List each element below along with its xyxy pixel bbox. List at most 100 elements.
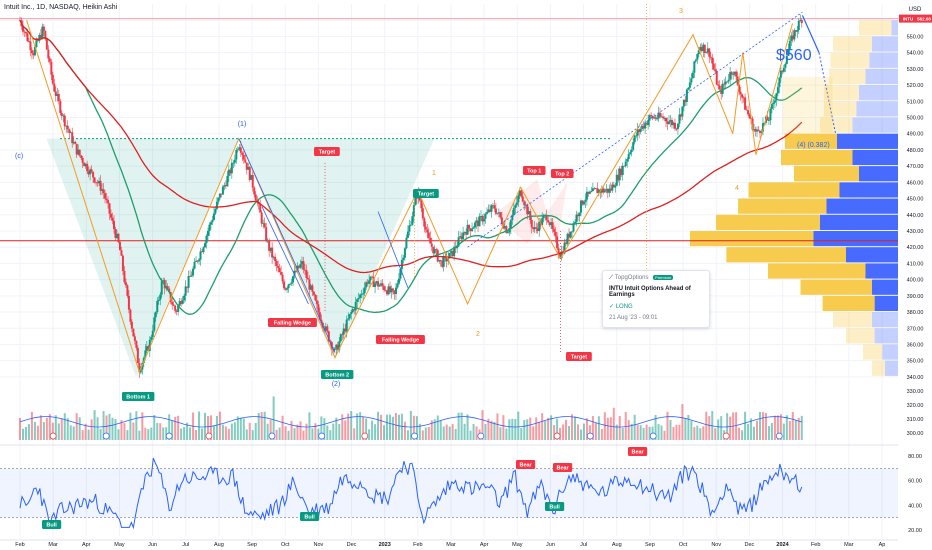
volume-bar: [415, 416, 418, 440]
candle-body: [739, 91, 742, 95]
candle-body: [56, 94, 59, 96]
candle-body: [218, 193, 221, 198]
candle-body: [112, 220, 115, 230]
volume-bar: [320, 416, 323, 440]
candle-body: [53, 83, 56, 92]
candle-body: [712, 63, 715, 70]
vp-bar-up: [833, 312, 872, 328]
volume-bar: [565, 419, 568, 440]
candle-body: [427, 232, 430, 238]
candle-body: [230, 162, 233, 174]
rsi-line: [19, 457, 803, 530]
candle-body: [144, 350, 147, 358]
candle-body: [244, 159, 247, 163]
candle-body: [529, 211, 532, 221]
volume-tick: 300.00: [907, 431, 924, 437]
candle-body: [254, 194, 257, 201]
vp-bar-up: [823, 85, 859, 101]
time-tick: Jun: [546, 542, 555, 548]
candle-body: [201, 251, 204, 253]
volume-bar: [397, 414, 400, 440]
candle-body: [670, 120, 673, 126]
volume-bar: [350, 411, 353, 440]
volume-bar: [144, 427, 147, 440]
volume-bar: [386, 414, 389, 440]
candle-body: [339, 334, 342, 342]
candle-body: [499, 212, 502, 218]
volume-bar: [78, 417, 81, 440]
volume-bar: [735, 412, 738, 440]
candle-body: [411, 216, 414, 225]
callout-icon: ⟋: [609, 275, 614, 281]
top1-badge-bg: [523, 166, 546, 175]
candle-body: [578, 212, 581, 217]
volume-bar: [60, 418, 63, 440]
candle-body: [590, 191, 593, 192]
candle-body: [738, 84, 741, 92]
candle-body: [790, 35, 793, 41]
candle-body: [157, 299, 160, 302]
bottom2-badge-bg: [321, 370, 354, 379]
time-tick: Feb: [15, 542, 24, 548]
candle-body: [791, 35, 794, 40]
idea-callout[interactable]: ⟋ TopgOptions Premium INTU Intuit Option…: [602, 270, 710, 328]
bear-badge-3-bg: [628, 447, 648, 456]
candle-body: [36, 40, 39, 42]
candle-body: [484, 213, 487, 219]
candle-body: [217, 197, 220, 202]
trend-channel: [467, 11, 803, 248]
volume-bar: [353, 428, 356, 440]
vp-bar-down: [852, 117, 898, 133]
volume-bar: [278, 427, 281, 440]
candle-body: [369, 276, 372, 281]
candle-body: [682, 99, 685, 107]
volume-bar: [45, 417, 48, 440]
candle-body: [86, 163, 89, 172]
candle-body: [715, 71, 718, 85]
volume-bar: [639, 425, 642, 440]
target2-badge: Target: [418, 192, 435, 198]
candle-body: [99, 180, 102, 191]
candle-body: [345, 319, 348, 332]
volume-bar: [263, 411, 266, 440]
volume-bar: [335, 417, 338, 440]
target1-badge: Target: [319, 150, 336, 156]
candle-body: [318, 312, 321, 320]
target3-badge: Target: [571, 355, 588, 361]
volume-bar: [108, 413, 111, 440]
price-axis-bg: [898, 0, 932, 550]
candle-body: [335, 344, 338, 349]
candle-body: [129, 309, 132, 322]
callout-direction-text: LONG: [615, 304, 633, 310]
candle-body: [250, 174, 253, 180]
candle-body: [560, 251, 563, 259]
candle-body: [278, 267, 281, 273]
candle-body: [95, 182, 98, 184]
candle-body: [54, 91, 57, 96]
candle-body: [490, 205, 493, 212]
candle-body: [229, 169, 232, 174]
candle-body: [575, 214, 578, 223]
candle-body: [69, 132, 72, 134]
candle-body: [620, 168, 623, 175]
volume-bar: [603, 412, 606, 440]
candle-body: [511, 214, 514, 221]
price-tick: 490.00: [907, 132, 924, 138]
candle-body: [669, 120, 672, 122]
time-tick: Jun: [148, 542, 157, 548]
volume-bar: [388, 414, 391, 440]
volume-bar: [242, 418, 245, 440]
time-tick: 2023: [379, 542, 391, 548]
volume-bar: [773, 415, 776, 440]
vp-bar-down: [846, 247, 898, 263]
last-price-tag-bg: [899, 14, 932, 23]
candle-body: [551, 222, 554, 230]
volume-bar: [111, 417, 114, 440]
candle-body: [83, 162, 86, 167]
volume-bar: [129, 412, 132, 440]
candle-body: [527, 211, 530, 215]
candle-body: [597, 189, 600, 194]
candle-body: [368, 280, 371, 284]
volume-bar: [800, 415, 803, 440]
